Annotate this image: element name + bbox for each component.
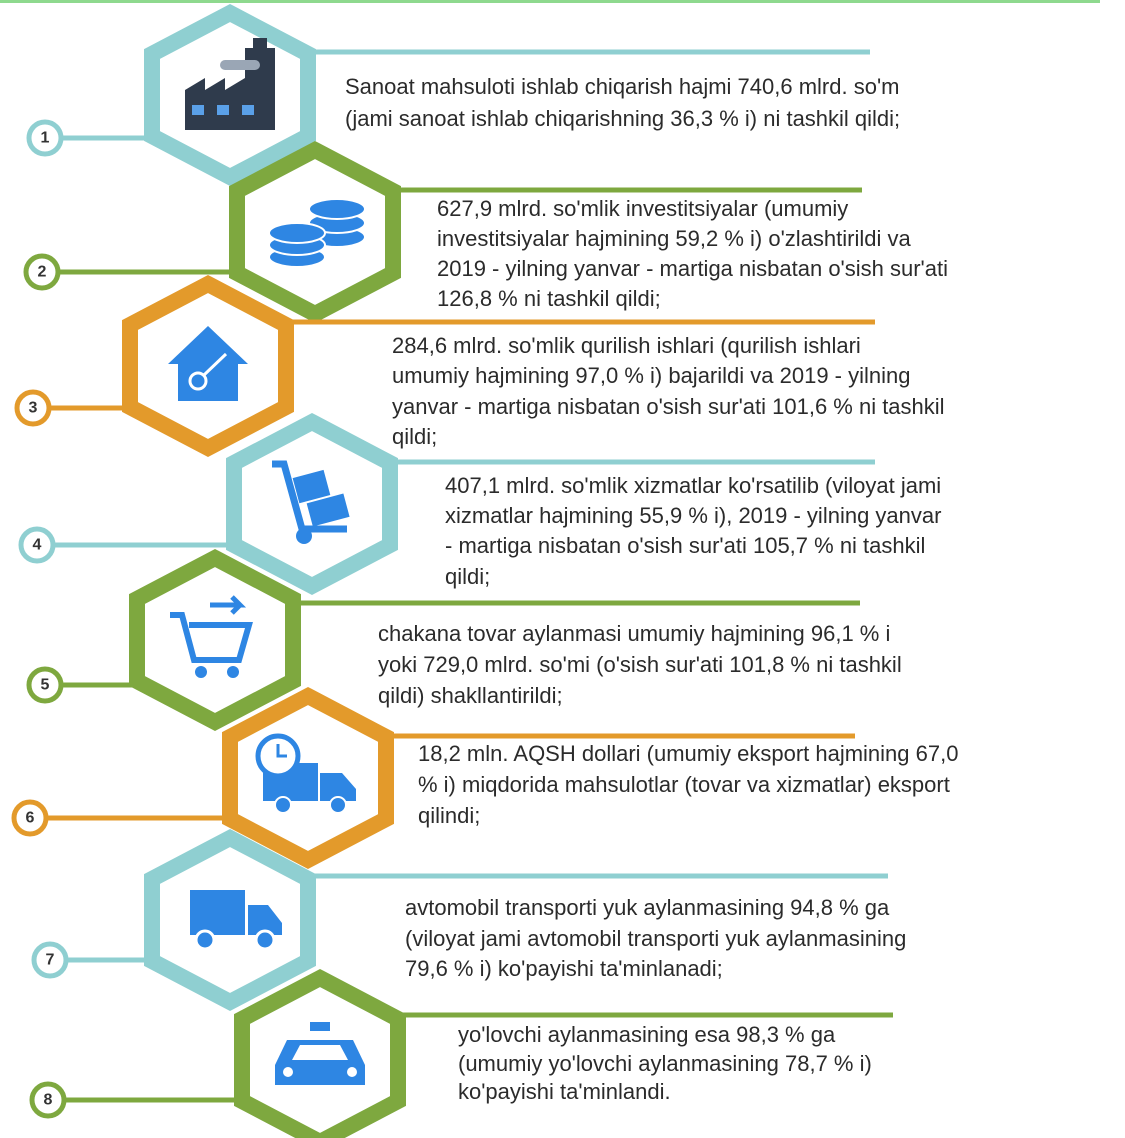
icon-wheel — [194, 929, 216, 951]
icon-cab — [248, 905, 282, 935]
number-badge — [18, 526, 56, 564]
description-line: (umumiy yo'lovchi aylanmasining 78,7 % i… — [458, 1051, 872, 1076]
icon-cargo — [190, 890, 245, 935]
description-line: chakana tovar aylanmasi umumiy hajmining… — [378, 621, 890, 646]
description-line: 284,6 mlrd. so'mlik qurilish ishlari (qu… — [392, 333, 861, 358]
number-badge — [11, 799, 49, 837]
number: 3 — [29, 400, 38, 417]
description-line: 126,8 % ni tashkil qildi; — [437, 286, 661, 311]
number: 2 — [38, 264, 47, 281]
description-line: yanvar - martiga nisbatan o'sish sur'ati… — [392, 394, 945, 419]
number-badge — [23, 253, 61, 291]
number-badge — [26, 666, 64, 704]
icon-key — [202, 352, 228, 377]
icon-truck-hand — [272, 460, 347, 533]
icon-house — [168, 326, 248, 401]
icon-cart — [170, 612, 253, 663]
item: 1 Sanoat mahsuloti ishlab chiqarish hajmi… — [26, 3, 900, 187]
icon-hand — [276, 744, 287, 758]
icon-coin — [308, 198, 366, 220]
description-line: 79,6 % i) ko'payishi ta'minlanadi; — [405, 956, 723, 981]
item: 7 avtomobil transporti yuk aylanmasining … — [31, 828, 906, 1012]
icon-sign — [310, 1022, 330, 1031]
number: 8 — [44, 1092, 53, 1109]
description-line: 18,2 mln. AQSH dollari (umumiy eksport h… — [418, 741, 958, 766]
item: 3 284,6 mlrd. so'mlik qurilish ishlari (q… — [14, 274, 945, 458]
icon-cab — [320, 773, 356, 801]
number: 4 — [33, 537, 42, 554]
icon-coin — [268, 222, 326, 244]
description-line: investitsiyalar hajmining 59,2 % i) o'zl… — [437, 226, 911, 251]
description-line: 627,9 mlrd. so'mlik investitsiyalar (umu… — [437, 196, 848, 221]
icon-wheel — [227, 666, 239, 678]
item: 6 18,2 mln. AQSH dollari (umumiy eksport … — [11, 686, 958, 870]
icon-wheel — [329, 796, 347, 814]
hexagon — [129, 548, 301, 732]
icon-window — [217, 105, 229, 115]
number-badge — [31, 941, 69, 979]
icon-arrow — [210, 595, 247, 615]
item: 2 627,9 mlrd. so'mlik investitsiyalar (um… — [23, 140, 948, 324]
icon-light — [347, 1067, 357, 1077]
number: 1 — [41, 130, 50, 147]
description-line: umumiy hajmining 97,0 % i) bajarildi va … — [392, 363, 910, 388]
icon-window — [242, 105, 254, 115]
description-line: qildi) shakllantirildi; — [378, 683, 563, 708]
item: 4 407,1 mlrd. so'mlik xizmatlar ko'rsatil… — [18, 412, 941, 596]
item: 8 yo'lovchi aylanmasining esa 98,3 % ga (u… — [29, 968, 893, 1138]
number-badge — [29, 1081, 67, 1119]
icon-glass — [292, 1045, 348, 1060]
icon-smoke — [220, 60, 260, 70]
number: 6 — [26, 810, 35, 827]
description-line: avtomobil transporti yuk aylanmasining 9… — [405, 895, 890, 920]
icon-wheel — [254, 929, 276, 951]
icon-wheel — [296, 528, 312, 544]
icon-window — [192, 105, 204, 115]
description-line: qildi; — [392, 424, 437, 449]
description-line: yoki 729,0 mlrd. so'mi (o'sish sur'ati 1… — [378, 652, 902, 677]
description-line: yo'lovchi aylanmasining esa 98,3 % ga — [458, 1022, 836, 1047]
item: 5 chakana tovar aylanmasi umumiy hajminin… — [26, 548, 902, 732]
description-line: - martiga nisbatan o'sish sur'ati 105,7 … — [445, 533, 925, 558]
description-line: (jami sanoat ishlab chiqarishning 36,3 %… — [345, 106, 900, 131]
number-badge — [26, 119, 64, 157]
icon-light — [283, 1067, 293, 1077]
description-line: Sanoat mahsuloti ishlab chiqarish hajmi … — [345, 74, 899, 99]
description-line: % i) miqdorida mahsulotlar (tovar va xiz… — [418, 772, 950, 797]
number: 7 — [46, 952, 55, 969]
number: 5 — [41, 677, 50, 694]
icon-key — [188, 371, 208, 391]
icon-wheel — [274, 796, 292, 814]
description-line: qildi; — [445, 564, 490, 589]
icon-box — [292, 469, 331, 504]
description-line: qilindi; — [418, 803, 480, 828]
description-line: 2019 - yilning yanvar - martiga nisbatan… — [437, 256, 948, 281]
description-line: (viloyat jami avtomobil transporti yuk a… — [405, 926, 906, 951]
description-line: 407,1 mlrd. so'mlik xizmatlar ko'rsatili… — [445, 473, 941, 498]
description-line: xizmatlar hajmining 55,9 % i), 2019 - yi… — [445, 503, 941, 528]
number-badge — [14, 389, 52, 427]
icon-box — [306, 493, 350, 527]
description-line: ko'payishi ta'minlandi. — [458, 1079, 671, 1104]
icon-wheel — [195, 666, 207, 678]
